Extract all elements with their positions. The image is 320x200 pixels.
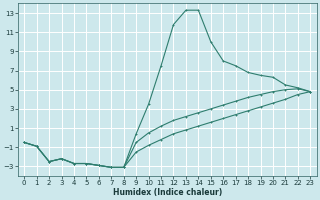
X-axis label: Humidex (Indice chaleur): Humidex (Indice chaleur)	[113, 188, 222, 197]
